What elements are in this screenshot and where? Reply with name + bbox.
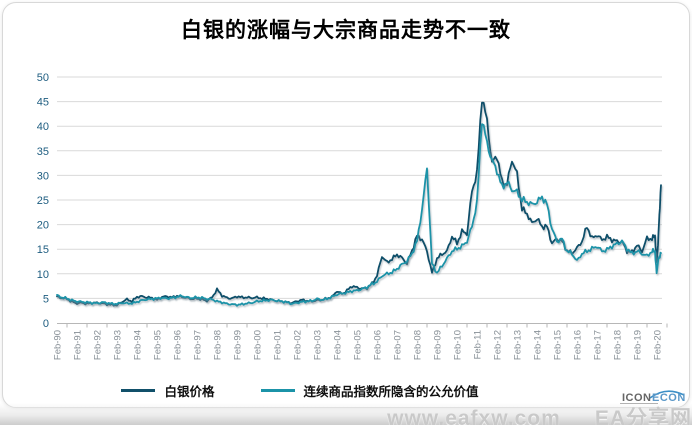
logo-swoosh-icon: [649, 390, 685, 399]
fair-value-line: [56, 123, 662, 307]
svg-text:Feb-06: Feb-06: [373, 330, 384, 360]
iconecon-logo: ICON ECON: [616, 387, 686, 412]
legend-line-silver: [121, 389, 156, 392]
svg-text:5: 5: [43, 293, 49, 305]
chart-card: [2, 2, 690, 408]
svg-text:Feb-15: Feb-15: [553, 330, 564, 360]
svg-text:15: 15: [37, 244, 49, 256]
svg-text:Feb-13: Feb-13: [513, 330, 524, 360]
svg-text:Feb-18: Feb-18: [613, 330, 624, 360]
svg-text:10: 10: [37, 269, 49, 281]
svg-text:Feb-19: Feb-19: [633, 330, 644, 360]
svg-text:Feb-97: Feb-97: [193, 330, 204, 360]
svg-text:35: 35: [37, 146, 49, 158]
silver-price-line: [56, 101, 662, 307]
chart-title: 白银的涨幅与大宗商品走势不一致: [181, 19, 511, 42]
svg-text:Feb-16: Feb-16: [573, 330, 584, 360]
svg-text:Feb-91: Feb-91: [73, 330, 84, 360]
svg-text:Feb-98: Feb-98: [213, 330, 224, 360]
svg-text:Feb-03: Feb-03: [313, 330, 324, 360]
svg-text:Feb-02: Feb-02: [293, 330, 304, 360]
svg-text:Feb-12: Feb-12: [493, 330, 504, 360]
svg-text:Feb-11: Feb-11: [473, 330, 484, 359]
logo-accent-icon: ECON: [652, 392, 686, 404]
chart-legend: 白银价格 连续商品指数所隐含的公允价值: [10, 381, 590, 400]
svg-text:30: 30: [37, 170, 49, 182]
legend-label-silver: 白银价格: [164, 385, 215, 399]
svg-text:Feb-07: Feb-07: [393, 330, 404, 360]
svg-text:25: 25: [37, 195, 49, 207]
svg-text:Feb-96: Feb-96: [173, 330, 184, 360]
logo-text-icon: ICON: [622, 392, 652, 404]
svg-text:45: 45: [37, 97, 49, 109]
svg-text:50: 50: [37, 72, 49, 84]
svg-text:40: 40: [37, 121, 49, 133]
watermark-bar: www.eafxw.com EA分享网: [0, 403, 692, 425]
svg-text:Feb-92: Feb-92: [93, 330, 104, 360]
svg-text:Feb-01: Feb-01: [273, 330, 284, 360]
svg-text:Feb-14: Feb-14: [533, 330, 544, 360]
legend-line-fair-value: [260, 389, 295, 392]
watermark-url: www.eafxw.com: [387, 407, 561, 425]
svg-text:Feb-99: Feb-99: [233, 330, 244, 360]
svg-text:Feb-95: Feb-95: [153, 330, 164, 360]
svg-text:Feb-20: Feb-20: [653, 330, 664, 360]
svg-text:0: 0: [43, 318, 49, 330]
svg-text:20: 20: [37, 220, 49, 232]
svg-text:Feb-09: Feb-09: [433, 330, 444, 360]
svg-text:Feb-00: Feb-00: [253, 330, 264, 360]
watermark-text: www.eafxw.com EA分享网: [387, 403, 692, 425]
svg-text:Feb-04: Feb-04: [333, 330, 344, 360]
svg-text:Feb-17: Feb-17: [593, 330, 604, 360]
svg-text:Feb-93: Feb-93: [113, 330, 124, 360]
svg-text:Feb-94: Feb-94: [133, 330, 144, 360]
legend-label-fair-value: 连续商品指数所隐含的公允价值: [303, 385, 479, 399]
svg-text:Feb-10: Feb-10: [453, 330, 464, 360]
legend-item-fair-value[interactable]: 连续商品指数所隐含的公允价值: [260, 381, 479, 400]
legend-item-silver[interactable]: 白银价格: [121, 381, 215, 400]
svg-text:Feb-05: Feb-05: [353, 330, 364, 360]
iconecon-logo-graphic: ICON ECON: [620, 390, 686, 404]
watermark-site-name: EA分享网: [594, 407, 692, 425]
svg-text:Feb-08: Feb-08: [413, 330, 424, 360]
svg-text:Feb-90: Feb-90: [53, 330, 64, 360]
